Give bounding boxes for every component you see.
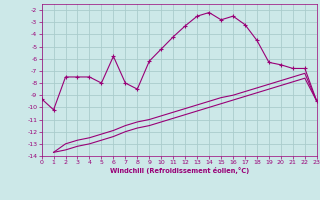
X-axis label: Windchill (Refroidissement éolien,°C): Windchill (Refroidissement éolien,°C): [109, 167, 249, 174]
